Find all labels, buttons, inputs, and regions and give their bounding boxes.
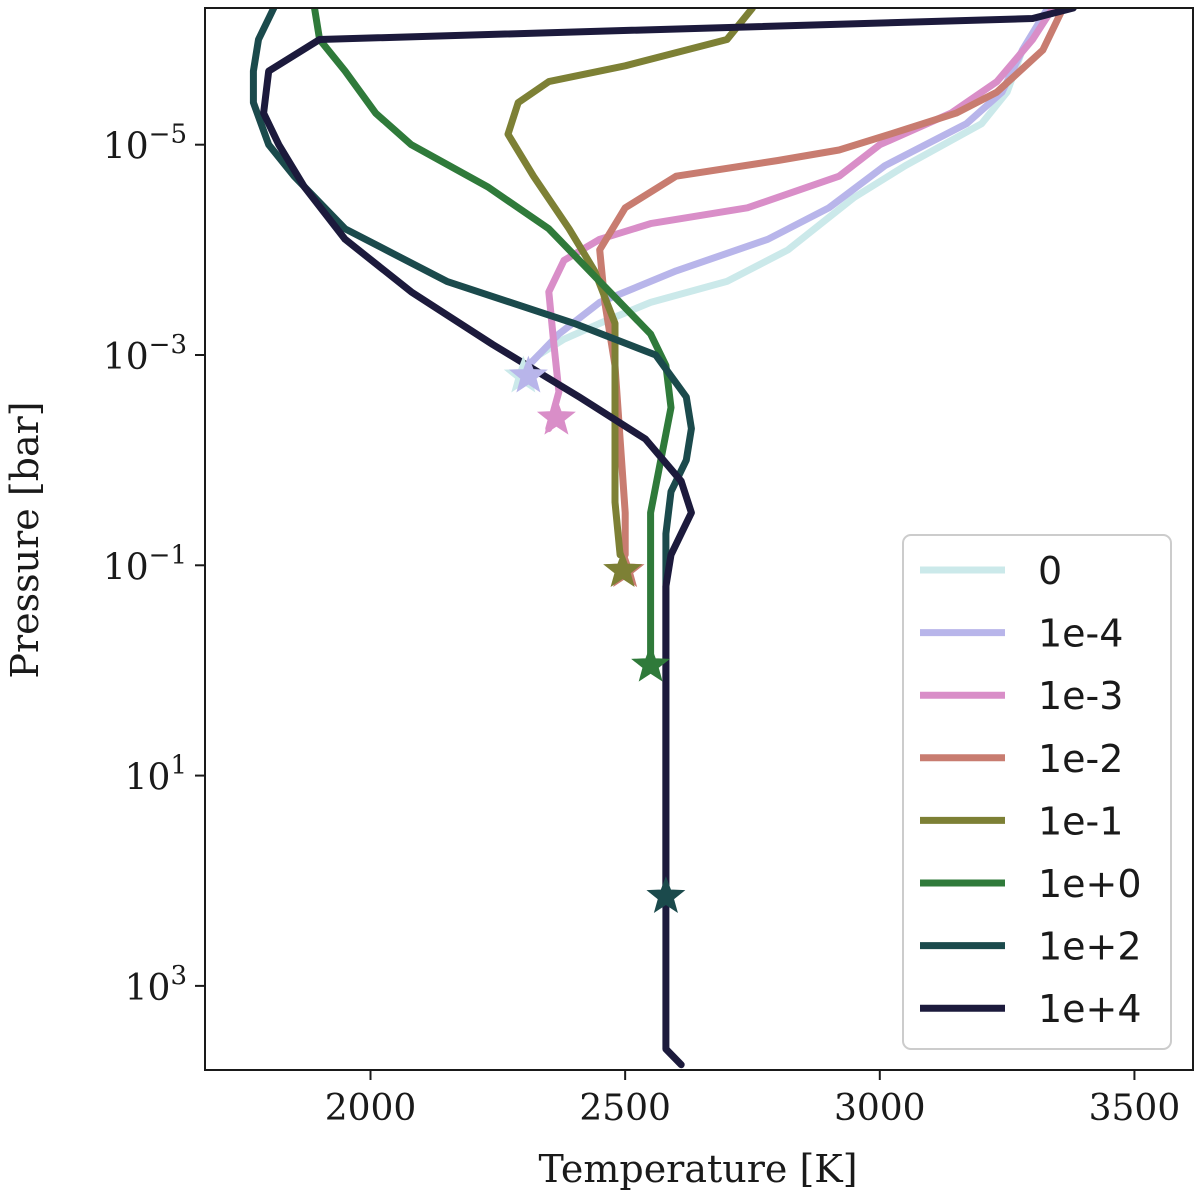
y-tick-exp-0: −5 bbox=[149, 120, 187, 150]
legend-label-1: 1e-4 bbox=[1038, 612, 1123, 656]
plot-frame bbox=[204, 7, 1194, 1071]
series-star-marker-4 bbox=[603, 550, 643, 588]
y-tick-exp-1: −3 bbox=[149, 330, 187, 360]
x-tick-label-0: 2000 bbox=[325, 1088, 417, 1129]
legend-label-4: 1e-1 bbox=[1038, 799, 1123, 843]
legend-label-6: 1e+2 bbox=[1038, 925, 1142, 969]
series-layer bbox=[249, 8, 1077, 1069]
series-line-6 bbox=[249, 8, 695, 900]
y-tick-label-1: 10−3 bbox=[103, 330, 187, 378]
legend-label-0: 0 bbox=[1038, 549, 1062, 593]
y-tick-exp-2: −1 bbox=[149, 540, 187, 570]
y-tick-base-0: 10 bbox=[103, 127, 149, 168]
y-tick-base-2: 10 bbox=[103, 547, 149, 588]
y-tick-label-3: 101 bbox=[125, 751, 187, 799]
y-tick-label-4: 103 bbox=[125, 961, 187, 1009]
y-tick-label-2: 10−1 bbox=[103, 540, 187, 588]
series-star-marker-5 bbox=[631, 644, 671, 682]
y-tick-base-4: 10 bbox=[125, 968, 171, 1009]
x-tick-label-3: 3500 bbox=[1089, 1088, 1181, 1129]
series-line-4 bbox=[504, 8, 756, 559]
legend: 0 1e-4 1e-3 1e-2 1e-1 1e+0 1e+2 1e+4 bbox=[902, 534, 1172, 1050]
legend-label-2: 1e-3 bbox=[1038, 674, 1123, 718]
series-star-marker-6 bbox=[646, 876, 686, 914]
legend-label-3: 1e-2 bbox=[1038, 737, 1123, 781]
series-star-marker-1 bbox=[508, 355, 548, 393]
series-line-3 bbox=[596, 8, 1067, 559]
y-tick-exp-3: 1 bbox=[170, 751, 187, 781]
series-line-5 bbox=[311, 8, 675, 669]
x-tick-label-2: 3000 bbox=[834, 1088, 926, 1129]
legend-label-7: 1e+4 bbox=[1038, 987, 1142, 1031]
legend-box bbox=[902, 534, 1172, 1050]
legend-label-5: 1e+0 bbox=[1038, 862, 1142, 906]
series-star-marker-2 bbox=[536, 397, 576, 435]
y-tick-base-1: 10 bbox=[103, 337, 149, 378]
series-line-7 bbox=[260, 8, 1077, 1069]
x-tick-label-1: 2500 bbox=[579, 1088, 671, 1129]
y-axis-label: Pressure [bar] bbox=[3, 401, 47, 678]
y-tick-label-0: 10−5 bbox=[103, 120, 187, 168]
series-line-2 bbox=[545, 8, 1057, 433]
y-tick-base-3: 10 bbox=[125, 758, 171, 799]
y-tick-exp-4: 3 bbox=[170, 961, 187, 991]
series-line-0 bbox=[519, 8, 1052, 375]
x-axis-label: Temperature [K] bbox=[538, 1147, 857, 1191]
plot-frame-rect bbox=[204, 7, 1194, 1071]
